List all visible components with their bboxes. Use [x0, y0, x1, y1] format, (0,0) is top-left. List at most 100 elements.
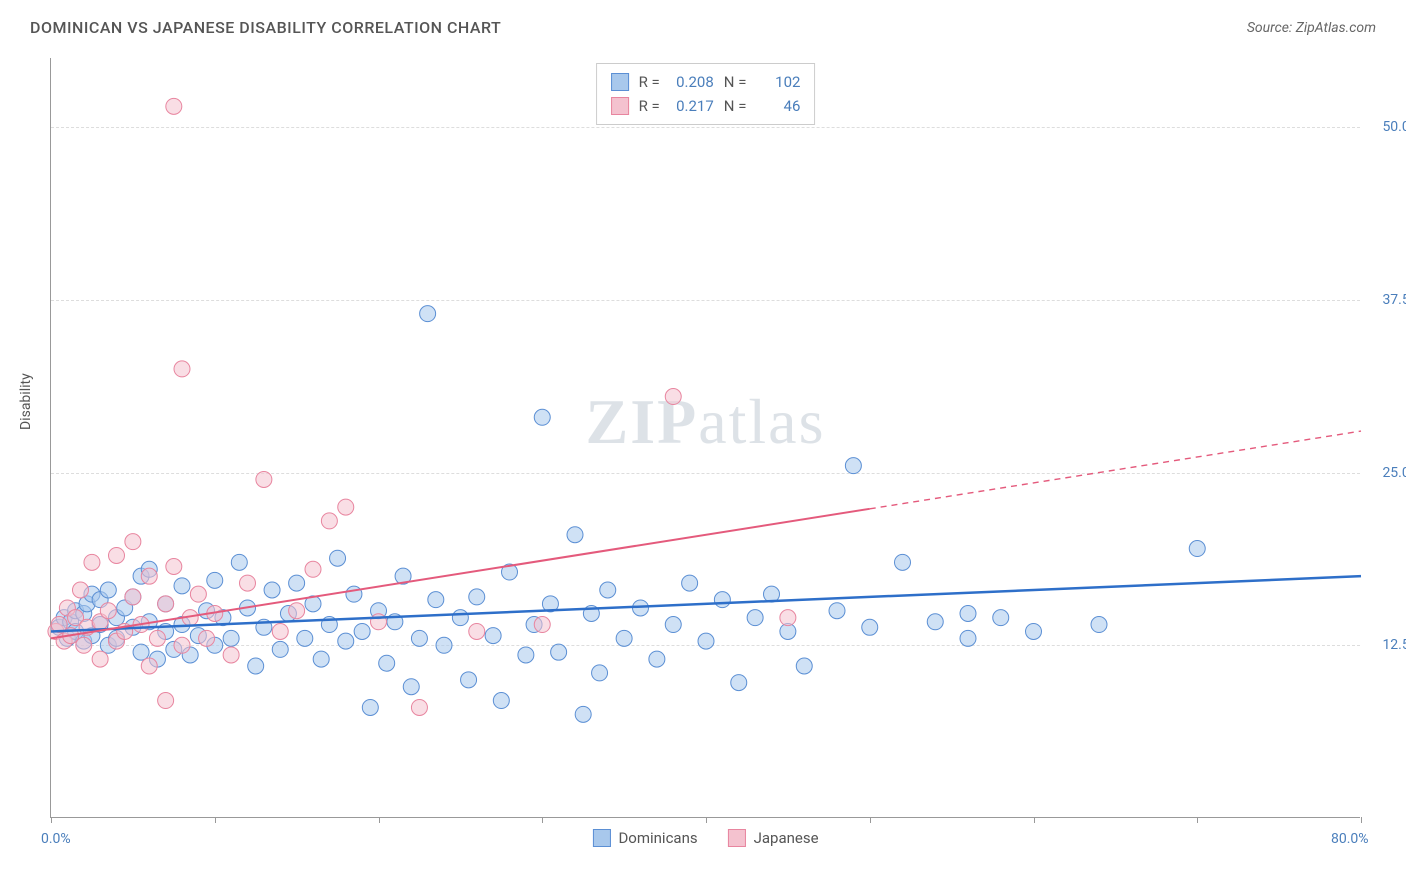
x-tick-label: 0.0%: [41, 831, 71, 847]
scatter-point: [174, 361, 190, 377]
scatter-point: [428, 592, 444, 608]
scatter-point: [420, 306, 436, 322]
x-tick: [215, 817, 216, 823]
scatter-point: [592, 665, 608, 681]
n-value: 102: [756, 70, 800, 94]
legend-row: R =0.217N =46: [611, 94, 801, 118]
scatter-point: [297, 630, 313, 646]
correlation-legend: R = 0.208 N = 102R = 0.217 N = 46: [596, 63, 816, 125]
scatter-point: [174, 578, 190, 594]
scatter-point: [411, 630, 427, 646]
scatter-point: [289, 603, 305, 619]
legend-label: Japanese: [754, 829, 819, 847]
x-tick: [542, 817, 543, 823]
r-label: R =: [639, 70, 660, 94]
scatter-point: [895, 554, 911, 570]
scatter-point: [240, 575, 256, 591]
scatter-point: [141, 658, 157, 674]
scatter-point: [223, 630, 239, 646]
legend-swatch: [611, 73, 629, 91]
scatter-point: [100, 603, 116, 619]
scatter-point: [1026, 623, 1042, 639]
scatter-point: [461, 672, 477, 688]
scatter-point: [84, 554, 100, 570]
scatter-point: [330, 550, 346, 566]
legend-item: Dominicans: [592, 829, 697, 847]
scatter-point: [305, 561, 321, 577]
y-tick-label: 25.0%: [1382, 465, 1406, 481]
scatter-point: [845, 458, 861, 474]
scatter-point: [927, 614, 943, 630]
x-tick: [1034, 817, 1035, 823]
n-value: 46: [756, 94, 800, 118]
scatter-point: [649, 651, 665, 667]
x-tick-label: 80.0%: [1331, 831, 1369, 847]
scatter-point: [141, 568, 157, 584]
y-tick-label: 50.0%: [1382, 119, 1406, 135]
series-legend: Dominicans Japanese: [592, 829, 818, 847]
scatter-point: [354, 623, 370, 639]
scatter-point: [698, 633, 714, 649]
scatter-point: [747, 610, 763, 626]
scatter-point: [403, 679, 419, 695]
scatter-point: [551, 644, 567, 660]
scatter-point: [338, 633, 354, 649]
scatter-point: [174, 637, 190, 653]
x-tick: [1197, 817, 1198, 823]
trend-line-dashed: [870, 431, 1361, 509]
scatter-point: [1091, 617, 1107, 633]
scatter-point: [231, 554, 247, 570]
y-axis-label: Disability: [18, 373, 34, 430]
legend-swatch: [611, 97, 629, 115]
scatter-point: [158, 693, 174, 709]
y-tick-label: 37.5%: [1382, 292, 1406, 308]
scatter-point: [289, 575, 305, 591]
scatter-point: [829, 603, 845, 619]
scatter-point: [411, 699, 427, 715]
scatter-point: [125, 534, 141, 550]
scatter-point: [780, 610, 796, 626]
scatter-point: [248, 658, 264, 674]
scatter-point: [731, 675, 747, 691]
scatter-point: [534, 617, 550, 633]
scatter-point: [1189, 541, 1205, 557]
scatter-point: [256, 471, 272, 487]
r-value: 0.217: [670, 94, 714, 118]
scatter-point: [379, 655, 395, 671]
scatter-point: [665, 617, 681, 633]
scatter-point: [436, 637, 452, 653]
scatter-point: [109, 547, 125, 563]
scatter-point: [264, 582, 280, 598]
legend-row: R = 0.208 N = 102: [611, 70, 801, 94]
legend-label: Dominicans: [618, 829, 697, 847]
scatter-point: [166, 559, 182, 575]
scatter-point: [600, 582, 616, 598]
n-label: N =: [724, 94, 747, 118]
scatter-point: [125, 589, 141, 605]
scatter-point: [452, 610, 468, 626]
scatter-point: [92, 651, 108, 667]
scatter-point: [567, 527, 583, 543]
scatter-point: [158, 596, 174, 612]
scatter-point: [493, 693, 509, 709]
scatter-point: [207, 572, 223, 588]
scatter-point: [616, 630, 632, 646]
scatter-point: [714, 592, 730, 608]
legend-swatch: [592, 829, 610, 847]
scatter-point: [575, 706, 591, 722]
scatter-point: [518, 647, 534, 663]
scatter-point: [149, 630, 165, 646]
scatter-point: [100, 582, 116, 598]
x-tick: [706, 817, 707, 823]
scatter-point: [190, 586, 206, 602]
legend-item: Japanese: [728, 829, 819, 847]
scatter-point: [313, 651, 329, 667]
x-tick: [51, 817, 52, 823]
scatter-point: [469, 623, 485, 639]
n-label: N =: [724, 70, 747, 94]
scatter-point: [223, 647, 239, 663]
scatter-point: [485, 628, 501, 644]
scatter-point: [682, 575, 698, 591]
r-value: 0.208: [670, 70, 714, 94]
scatter-svg: [51, 58, 1360, 817]
